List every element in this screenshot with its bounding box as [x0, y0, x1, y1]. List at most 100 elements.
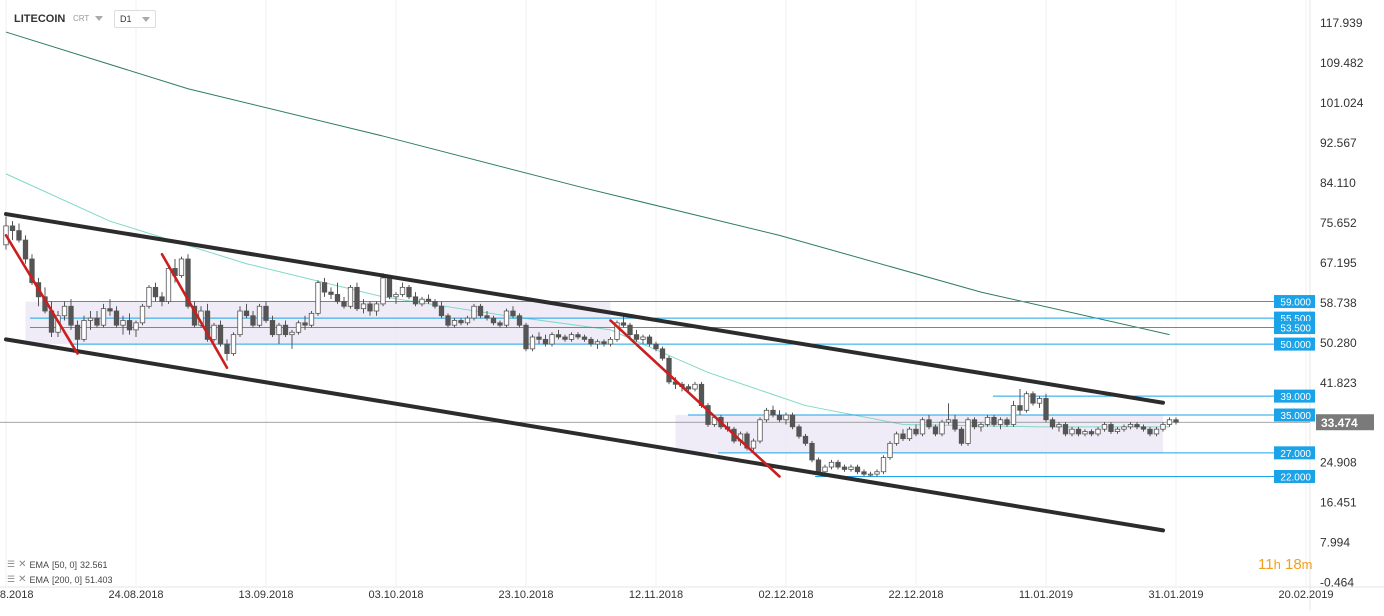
candle-body: [367, 303, 373, 312]
indicator-settings-icon[interactable]: ☰: [7, 574, 16, 584]
candle-body: [419, 298, 425, 305]
candle-body: [536, 336, 542, 340]
level-tag-label: 39.000: [1280, 392, 1311, 403]
level-tag[interactable]: [1274, 337, 1315, 351]
y-tick-label: 67.195: [1320, 256, 1357, 270]
candle-body: [770, 409, 776, 416]
candle-body: [1075, 428, 1082, 435]
candle-body: [1082, 431, 1088, 435]
trend-line[interactable]: [609, 319, 781, 478]
candle-body: [939, 421, 945, 435]
candle-body: [620, 322, 627, 326]
candle-body: [854, 466, 861, 473]
y-tick-label: 75.652: [1320, 216, 1357, 230]
trend-line[interactable]: [4, 234, 79, 355]
candle-body: [848, 466, 854, 470]
candle-body: [653, 343, 659, 350]
candle-body: [809, 442, 815, 461]
candle-body: [126, 320, 133, 331]
indicator-ema200-row: ☰ ✕ EMA [200, 0] 51.403: [7, 574, 113, 585]
candle-body: [308, 312, 315, 326]
timer-hours-unit: h: [1273, 557, 1281, 572]
trend-line[interactable]: [160, 252, 229, 370]
candle-body: [926, 419, 932, 428]
candle-body: [835, 461, 841, 468]
x-tick-label: 13.09.2018: [238, 589, 293, 601]
candle-body: [783, 414, 789, 421]
y-tick-label: 7.994: [1320, 536, 1350, 550]
level-tag-label: 22.000: [1280, 472, 1311, 483]
indicator-params: [200, 0]: [51, 574, 83, 585]
timeframe-label: D1: [120, 14, 132, 24]
candle-body: [614, 322, 620, 340]
candle-body: [360, 303, 367, 310]
level-tag[interactable]: [1274, 295, 1315, 309]
candle-body: [399, 286, 406, 295]
range-zone[interactable]: [675, 415, 1164, 453]
level-tag[interactable]: [1274, 321, 1315, 335]
candle-body: [906, 428, 913, 440]
channel-line[interactable]: [4, 337, 1165, 533]
candle-body: [334, 294, 341, 302]
x-tick-label: 04.08.2018: [0, 589, 34, 601]
candle-body: [438, 305, 445, 317]
indicator-params: [50, 0]: [51, 559, 78, 570]
channel-line[interactable]: [4, 212, 1165, 405]
x-tick-label: 22.12.2018: [888, 589, 943, 601]
candle-body: [549, 334, 555, 345]
candle-body: [321, 282, 328, 293]
candle-body: [685, 386, 692, 390]
candle-body: [1036, 398, 1043, 404]
chevron-down-icon: [95, 16, 104, 22]
level-tag[interactable]: [1274, 469, 1315, 483]
level-tag[interactable]: [1274, 446, 1315, 460]
candle-body: [1173, 419, 1179, 423]
candle-body: [1140, 426, 1147, 430]
candle-body: [328, 291, 334, 295]
chevron-down-icon: [141, 17, 150, 23]
candle-body: [315, 282, 321, 314]
candle-body: [354, 286, 360, 310]
candle-body: [581, 336, 588, 340]
indicator-settings-icon[interactable]: ☰: [7, 559, 16, 569]
candle-body: [497, 322, 503, 326]
candle-body: [757, 419, 763, 442]
candle-body: [997, 419, 1004, 425]
candle-body: [594, 341, 601, 345]
candle-body: [1088, 431, 1095, 435]
candle-body: [1121, 426, 1127, 430]
candle-body: [945, 419, 952, 423]
candle-body: [302, 322, 308, 326]
candle-body: [965, 419, 971, 444]
level-tag[interactable]: [1274, 389, 1315, 403]
candle-body: [94, 317, 100, 326]
close-icon[interactable]: ✕: [18, 559, 27, 570]
symbol-name: LITECOIN: [14, 13, 66, 25]
candle-body: [1114, 428, 1121, 432]
candle-body: [74, 324, 81, 340]
candle-body: [659, 348, 666, 359]
candle-body: [406, 286, 412, 298]
candle-body: [107, 308, 113, 312]
candle-body: [68, 305, 74, 326]
close-icon[interactable]: ✕: [18, 574, 27, 585]
candle-body: [269, 320, 276, 336]
candle-body: [386, 277, 393, 298]
level-tag[interactable]: [1274, 408, 1315, 422]
candle-body: [133, 322, 139, 331]
candle-body: [256, 305, 263, 326]
candle-body: [81, 320, 87, 340]
candle-body: [120, 320, 126, 326]
candle-body: [16, 230, 22, 241]
indicator-label: EMA: [29, 574, 49, 585]
chart-header: LITECOIN CRT D1: [0, 0, 1310, 34]
candle-body: [1049, 419, 1056, 428]
candle-body: [568, 334, 575, 340]
timeframe-dropdown[interactable]: D1: [114, 10, 156, 28]
level-tag-label: 35.000: [1280, 411, 1311, 422]
chart-type-dropdown[interactable]: CRT: [73, 12, 104, 26]
candle-body: [165, 268, 172, 302]
candle-body: [451, 320, 458, 326]
candle-body: [867, 473, 874, 476]
